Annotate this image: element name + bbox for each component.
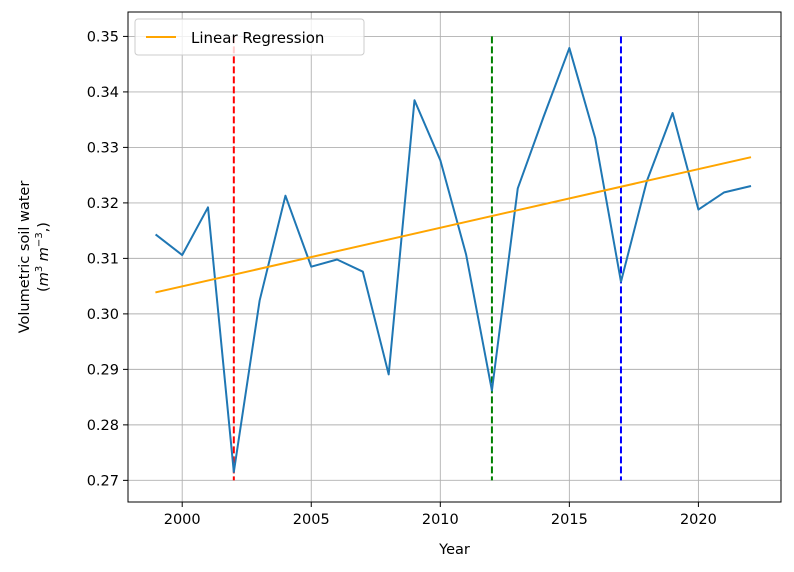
- y-tick-label: 0.32: [87, 196, 119, 212]
- y-tick-label: 0.27: [87, 473, 119, 489]
- y-tick-label: 0.31: [87, 251, 119, 267]
- grid-lines: [128, 12, 781, 502]
- y-axis-label: Volumetric soil water (m3 m−3,): [17, 181, 52, 334]
- y-axis-label-line2: (m3 m−3,): [34, 222, 52, 292]
- y-tick-label: 0.28: [87, 418, 119, 434]
- y-axis-ticks: 0.27 0.28 0.29 0.30 0.31 0.32 0.33 0.34 0.35: [87, 29, 128, 489]
- x-axis-ticks: 2000 2005 2010 2015 2020: [164, 502, 717, 528]
- x-tick-label: 2010: [422, 512, 459, 528]
- y-tick-label: 0.29: [87, 362, 119, 378]
- data-series: [154, 47, 752, 474]
- legend-box: [134, 18, 365, 56]
- y-tick-label: 0.33: [87, 140, 119, 156]
- x-tick-label: 2020: [680, 512, 717, 528]
- legend-label-linear-regression: Linear Regression: [191, 29, 324, 47]
- y-tick-label: 0.34: [87, 85, 119, 101]
- y-axis-label-line1: Volumetric soil water: [17, 181, 33, 334]
- x-axis-label: Year: [438, 542, 470, 558]
- x-tick-label: 2015: [551, 512, 588, 528]
- series-line-soil-water: [154, 47, 752, 474]
- x-tick-label: 2000: [164, 512, 201, 528]
- reference-vertical-lines: [232, 36, 622, 481]
- legend: Linear Regression: [134, 18, 365, 56]
- x-tick-label: 2005: [293, 512, 330, 528]
- y-tick-label: 0.35: [87, 29, 119, 45]
- plot-area-frame: [127, 11, 782, 503]
- series-line-linear-regression: [155, 156, 752, 294]
- plot-area-background: [128, 12, 781, 502]
- y-tick-label: 0.30: [87, 307, 119, 323]
